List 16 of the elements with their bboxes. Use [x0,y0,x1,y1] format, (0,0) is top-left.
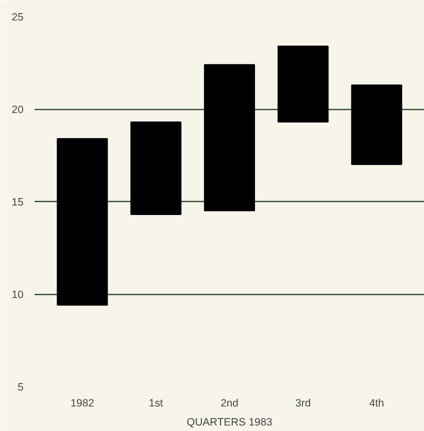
x-tick-label: 4th [369,398,384,410]
y-tick-label: 20 [12,104,24,116]
y-tick-label: 5 [18,382,24,394]
bar [351,84,402,165]
bar [204,64,256,212]
y-tick-label: 25 [12,12,24,24]
x-tick-label: 2nd [220,398,238,410]
bar [278,46,329,122]
x-tick-label: 1st [148,398,164,410]
x-tick-label: 3rd [295,398,311,410]
x-tick-label: 1982 [70,398,94,410]
bar [130,121,182,215]
y-tick-label: 15 [12,196,24,208]
bar [56,138,108,306]
x-axis-title: QUARTERS 1983 [186,416,272,428]
y-tick-label: 10 [12,289,24,301]
